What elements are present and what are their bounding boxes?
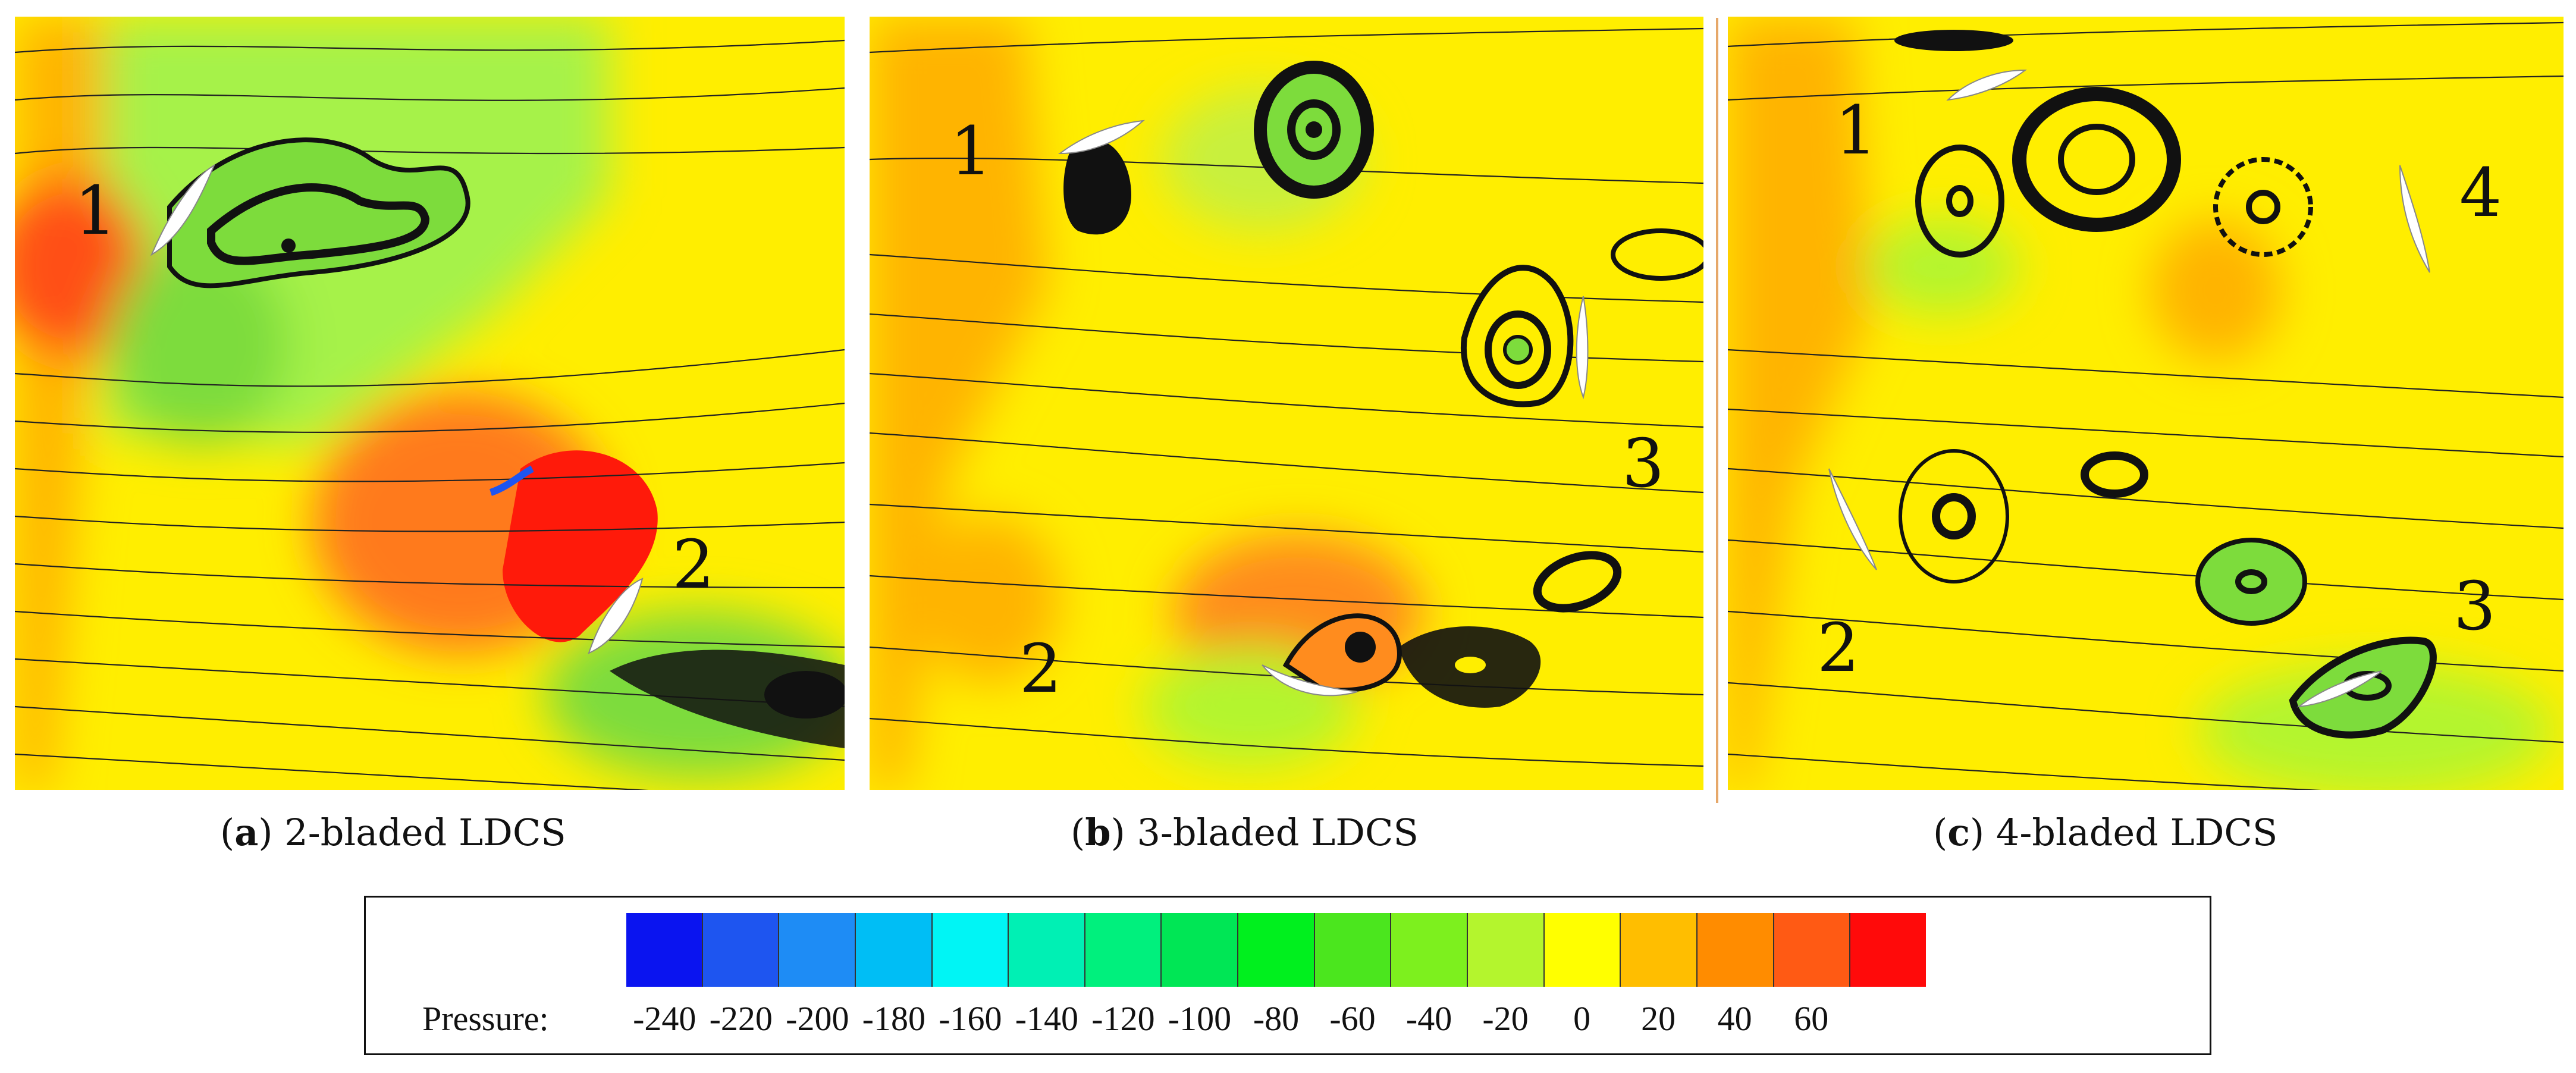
panel-a-flow-field: 1 2 [15,17,845,790]
legend-swatch [1621,913,1698,987]
legend-swatch [1697,913,1774,987]
legend-swatch [1238,913,1315,987]
caption-a-text: 2-bladed LDCS [272,811,566,854]
pressure-color-bar [626,913,1926,987]
legend-swatch [932,913,1009,987]
legend-swatch [1544,913,1621,987]
legend-tick-label: 60 [1794,999,1829,1038]
legend-swatch [1314,913,1392,987]
panel-divider [1716,18,1718,803]
legend-swatch [1850,913,1926,987]
caption-c-text: 4-bladed LDCS [1984,811,2278,854]
legend-tick-label: -20 [1482,999,1529,1038]
legend-tick-label: -60 [1329,999,1376,1038]
legend-tick-label: -160 [939,999,1002,1038]
caption-c: (c) 4-bladed LDCS [1933,811,2278,854]
legend-swatch [1391,913,1469,987]
panel-b-blade-label-2: 2 [1019,630,1062,708]
legend-swatch [1009,913,1085,987]
caption-a-letter: a [234,811,259,854]
caption-a: (a) 2-bladed LDCS [220,811,566,854]
legend-tick-label: 40 [1717,999,1752,1038]
legend-tick-label: -180 [862,999,926,1038]
legend-swatch [702,913,780,987]
legend-tick-label: -120 [1091,999,1155,1038]
panel-a-blade-label-1: 1 [74,172,117,250]
caption-b-letter: b [1085,811,1111,854]
legend-swatch [626,913,703,987]
legend-tick-label: -40 [1405,999,1452,1038]
legend-tick-label: -100 [1168,999,1232,1038]
legend-swatch [855,913,933,987]
legend-swatch [1085,913,1162,987]
caption-b-text: 3-bladed LDCS [1125,811,1419,854]
panel-c-blade-label-4: 4 [2459,155,2502,232]
legend-title: Pressure: [422,999,549,1038]
legend-tick-label: -80 [1253,999,1300,1038]
pressure-legend: Pressure: -240 -220 -200 -180 -160 -140 -120 -1… [364,896,2211,1055]
legend-swatch [779,913,856,987]
panel-c-blade-label-3: 3 [2453,568,2496,645]
legend-tick-label: 20 [1641,999,1676,1038]
legend-tick-label: -220 [709,999,773,1038]
caption-b: (b) 3-bladed LDCS [1071,811,1419,854]
panel-c-blade-label-2: 2 [1817,610,1859,687]
legend-tick-label: -240 [633,999,696,1038]
legend-swatch [1162,913,1239,987]
legend-tick-label: -140 [1015,999,1079,1038]
panel-c-flow-field: 1 4 2 3 [1728,17,2564,790]
caption-c-letter: c [1947,811,1970,854]
panel-b-blade-label-1: 1 [950,113,992,190]
panel-c-blade-label-1: 1 [1835,92,1877,170]
legend-tick-label: 0 [1573,999,1591,1038]
legend-swatch [1774,913,1851,987]
legend-tick-labels: -240 -220 -200 -180 -160 -140 -120 -100 -80 -60 -4… [626,999,1926,1040]
panel-b-blade-label-3: 3 [1622,425,1664,503]
legend-tick-label: -200 [786,999,849,1038]
panel-b-flow-field: 1 2 3 [870,17,1703,790]
legend-swatch [1468,913,1545,987]
panel-a-blade-label-2: 2 [672,526,714,604]
